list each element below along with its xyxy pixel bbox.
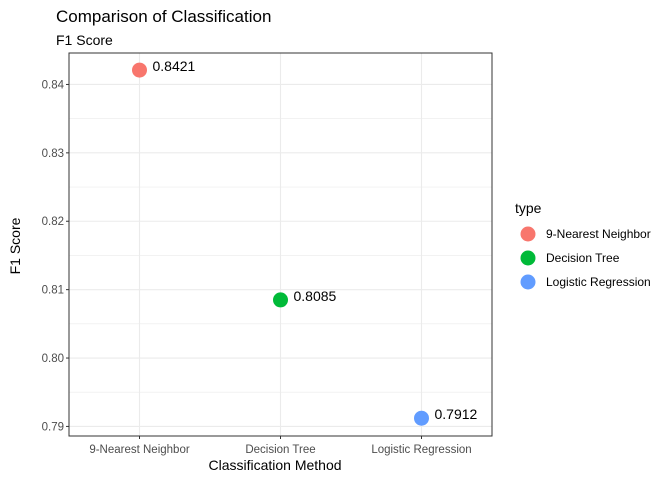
x-tick-label: Decision Tree	[245, 444, 315, 456]
y-tick-label: 0.81	[42, 285, 64, 297]
y-tick-label: 0.79	[42, 421, 64, 433]
data-label: 0.8085	[294, 288, 337, 304]
legend-entry: Decision Tree	[546, 251, 620, 265]
legend: type 9-Nearest Neighbor Decision Tree Logi…	[515, 200, 651, 290]
data-label: 0.8421	[153, 58, 196, 74]
data-labels: 0.8421 0.8085 0.7912	[153, 58, 478, 422]
x-axis-ticks: 9-Nearest Neighbor Decision Tree Logistic …	[89, 436, 472, 456]
legend-swatch	[520, 226, 536, 242]
legend-entry: Logistic Regression	[546, 275, 651, 289]
legend-swatch	[520, 250, 536, 266]
y-tick-label: 0.82	[42, 216, 64, 228]
y-tick-label: 0.84	[42, 79, 65, 91]
legend-title: type	[515, 200, 542, 216]
grid-major	[69, 53, 492, 436]
data-points	[132, 62, 429, 426]
legend-entry: 9-Nearest Neighbor	[546, 227, 651, 241]
y-axis-title: F1 Score	[7, 217, 23, 274]
data-point	[414, 410, 429, 426]
data-point	[132, 62, 147, 78]
chart-subtitle: F1 Score	[56, 32, 113, 48]
data-label: 0.7912	[435, 406, 478, 422]
y-tick-label: 0.83	[42, 148, 64, 160]
chart-title: Comparison of Classification	[56, 7, 271, 26]
x-axis-title: Classification Method	[208, 457, 341, 473]
legend-swatch	[520, 274, 536, 290]
data-point	[273, 292, 288, 308]
y-axis-ticks: 0.79 0.80 0.81 0.82 0.83 0.84	[42, 79, 69, 433]
x-tick-label: 9-Nearest Neighbor	[89, 444, 190, 456]
y-tick-label: 0.80	[42, 353, 64, 365]
x-tick-label: Logistic Regression	[371, 444, 471, 456]
